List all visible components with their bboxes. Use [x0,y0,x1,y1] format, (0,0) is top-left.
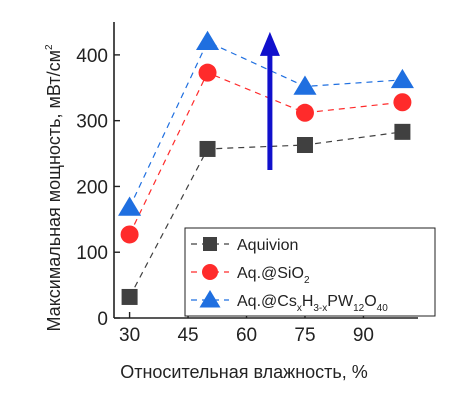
annotations [259,31,280,170]
data-point [295,103,314,122]
y-axis-title-superscript: 2 [44,44,55,50]
data-point [293,75,317,95]
series-line [129,40,403,208]
legend-label: Aq.@CsxH3-xPW12O40 [237,293,388,314]
series-1 [121,123,411,305]
x-tick-label: 75 [294,325,315,346]
series-3 [118,30,414,216]
data-point [296,137,313,154]
legend-marker [199,290,221,308]
legend-label-part: 12 [353,303,365,314]
legend-label-part: Aquivion [237,237,298,254]
data-point [120,225,139,244]
series-lines [118,30,414,305]
arrow-head [259,31,280,56]
legend-label-part: H [302,293,314,310]
legend: Aquivion Aq.@SiO2 Aq.@CsxH3-xPW12O40 [184,227,436,317]
legend-label: Aq.@SiO2 [237,265,310,286]
legend-label-part: 40 [377,303,389,314]
data-point [394,123,411,140]
legend-marker [202,264,218,280]
axes: 0 100 200 300 400 30 45 60 75 90 Относительная вла… [44,22,418,382]
data-point [393,93,412,112]
legend-label-part: 2 [304,275,310,286]
legend-label-part: x [297,303,302,314]
y-tick-label: 0 [97,309,108,330]
legend-entry: Aquivion [191,237,298,254]
x-tick-label: 45 [177,325,198,346]
y-tick-label: 200 [76,177,108,198]
y-tick-label: 400 [76,46,108,67]
series-line [129,71,403,235]
data-point [121,288,138,305]
x-axis-title: Относительная влажность, % [120,362,368,382]
y-tick-label: 100 [76,243,108,264]
series-2 [120,63,412,244]
legend-label-part: O [364,293,376,310]
legend-label-part: 3-x [313,303,327,314]
legend-marker [203,237,217,251]
legend-entry: Aq.@CsxH3-xPW12O40 [191,290,388,314]
series-line [129,131,403,298]
data-point [390,68,414,89]
data-point [195,30,220,50]
y-tick-label: 300 [76,112,108,133]
legend-label-part: Aq.@Cs [237,293,297,310]
legend-label-part: PW [327,293,354,310]
data-point [199,140,216,157]
x-tick-label: 90 [353,325,374,346]
x-tick-label: 60 [236,325,257,346]
legend-label-part: Aq.@SiO [237,265,304,282]
legend-label: Aquivion [237,237,298,254]
y-axis-title: Максимальная мощность, мВт/см2 [44,44,64,331]
x-tick-label: 30 [119,325,140,346]
data-point [198,63,217,82]
legend-entry: Aq.@SiO2 [191,264,310,286]
y-axis-title-main: Максимальная мощность, мВт/см [44,50,64,331]
data-point [118,196,142,216]
